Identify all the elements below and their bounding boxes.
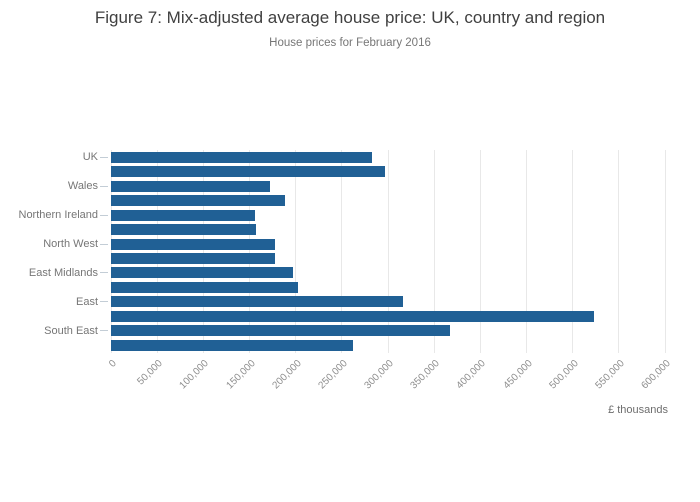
bar (111, 151, 373, 163)
y-tick-mark (100, 243, 108, 245)
bar (111, 325, 450, 337)
y-tick-mark (100, 330, 108, 332)
bar (111, 281, 298, 293)
gridline (433, 150, 435, 353)
y-tick-mark (100, 301, 108, 303)
bar (111, 267, 293, 279)
gridline (572, 150, 574, 353)
gridline (618, 150, 620, 353)
gridline (526, 150, 527, 353)
gridline (249, 150, 250, 353)
y-tick-label: East Midlands (28, 266, 98, 279)
bar (111, 224, 256, 236)
bar (111, 252, 276, 264)
y-tick-label: Wales (67, 180, 98, 193)
bar (111, 296, 403, 308)
gridline (387, 150, 389, 353)
bar (111, 166, 386, 178)
gridline (664, 150, 666, 353)
y-tick-label: Northern Ireland (18, 209, 99, 222)
y-tick-mark (100, 272, 108, 274)
y-tick-label: North West (43, 238, 98, 251)
y-tick-mark (100, 156, 108, 158)
bar (111, 180, 270, 192)
x-axis-title: £ thousands (608, 404, 668, 416)
chart-subtitle: House prices for February 2016 (269, 37, 431, 49)
gridline (156, 150, 158, 353)
chart-title: Figure 7: Mix-adjusted average house pri… (94, 8, 606, 27)
bar (111, 310, 594, 322)
y-tick-label: South East (44, 324, 98, 337)
gridline (479, 150, 481, 353)
gridline (110, 150, 112, 353)
bar (111, 195, 285, 207)
bar (111, 238, 276, 250)
y-tick-mark (100, 214, 108, 216)
bar (111, 339, 353, 351)
bar (111, 209, 256, 221)
y-tick-label: UK (82, 151, 98, 164)
gridline (295, 150, 297, 353)
y-tick-label: East (75, 295, 98, 308)
gridline (202, 150, 204, 353)
gridline (341, 150, 343, 353)
y-tick-mark (100, 185, 108, 187)
